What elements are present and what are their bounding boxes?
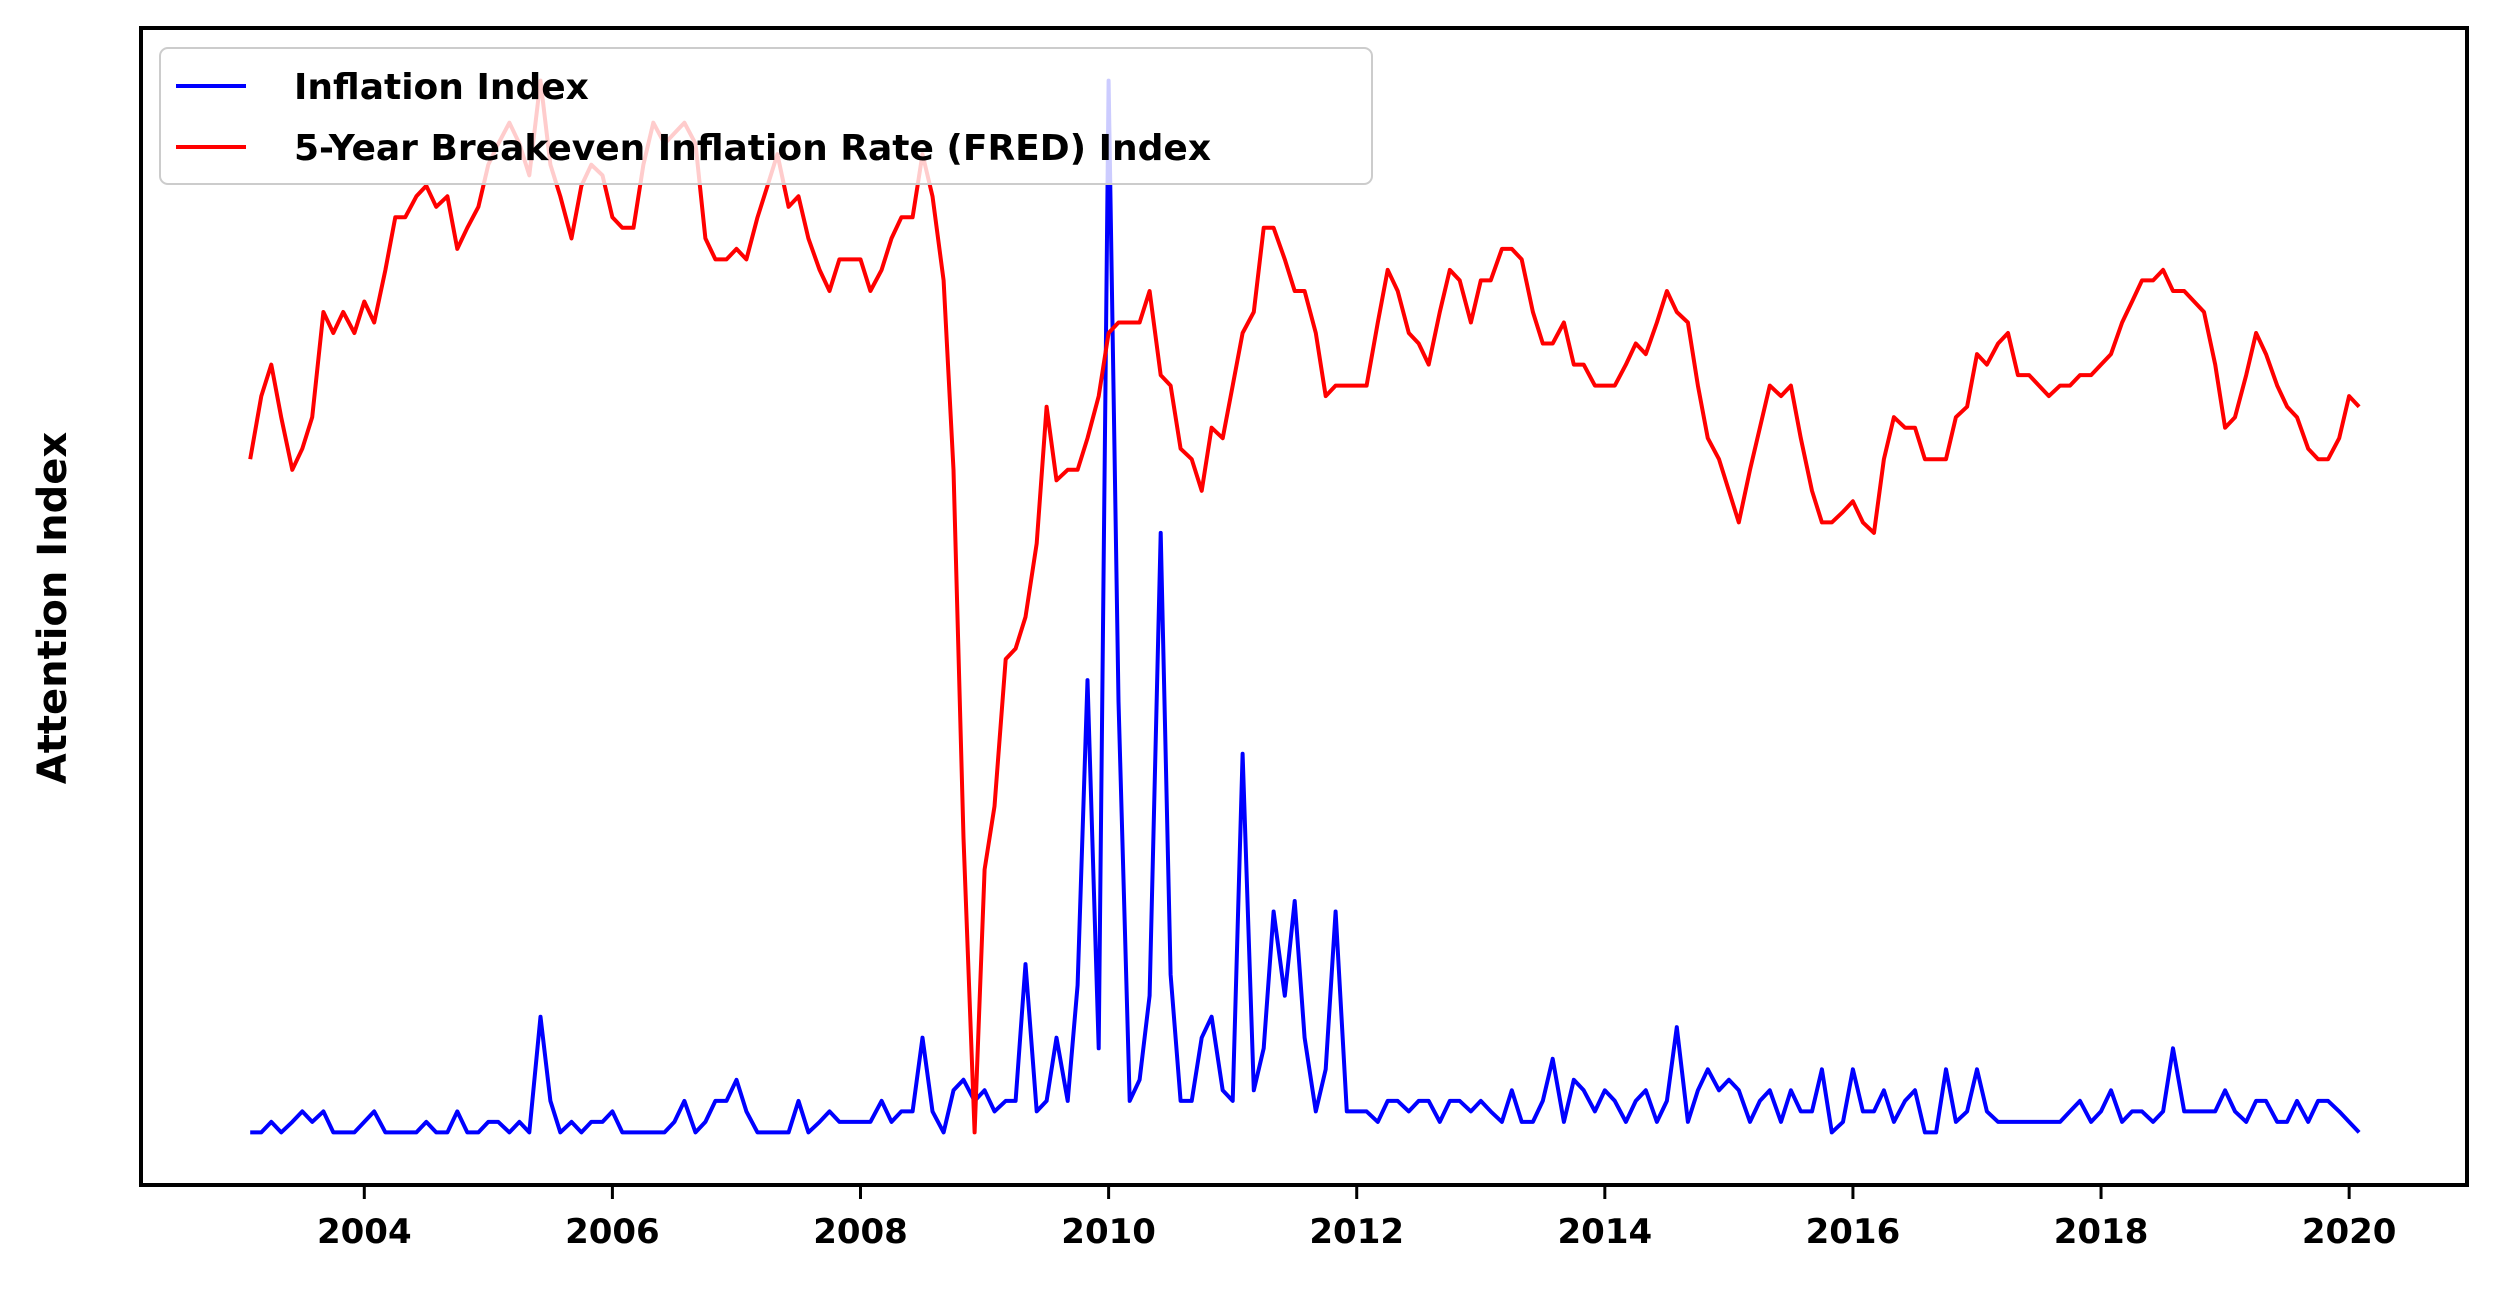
plot-frame <box>139 26 2469 1187</box>
legend-box <box>159 47 1373 185</box>
x-tick-label: 2008 <box>813 1212 908 1252</box>
series-line-inflation-index <box>250 78 2361 1135</box>
x-tick-label: 2012 <box>1309 1212 1404 1252</box>
legend-label-inflation-index: Inflation Index <box>294 67 589 108</box>
legend: Inflation Index 5-Year Breakeven Inflati… <box>159 47 1373 185</box>
legend-label-breakeven-index: 5-Year Breakeven Inflation Rate (FRED) I… <box>294 128 1211 169</box>
x-axis: 2004 2006 2008 2010 2012 2014 2016 2018 2020 <box>317 1185 2396 1252</box>
x-tick-label: 2014 <box>1558 1212 1653 1252</box>
x-tick-label: 2020 <box>2302 1212 2397 1252</box>
y-axis-label: Attention Index <box>30 432 76 785</box>
x-tick-label: 2010 <box>1061 1212 1156 1252</box>
x-tick-label: 2018 <box>2054 1212 2149 1252</box>
x-tick-label: 2006 <box>565 1212 660 1252</box>
x-tick-label: 2016 <box>1806 1212 1901 1252</box>
x-tick-label: 2004 <box>317 1212 412 1252</box>
